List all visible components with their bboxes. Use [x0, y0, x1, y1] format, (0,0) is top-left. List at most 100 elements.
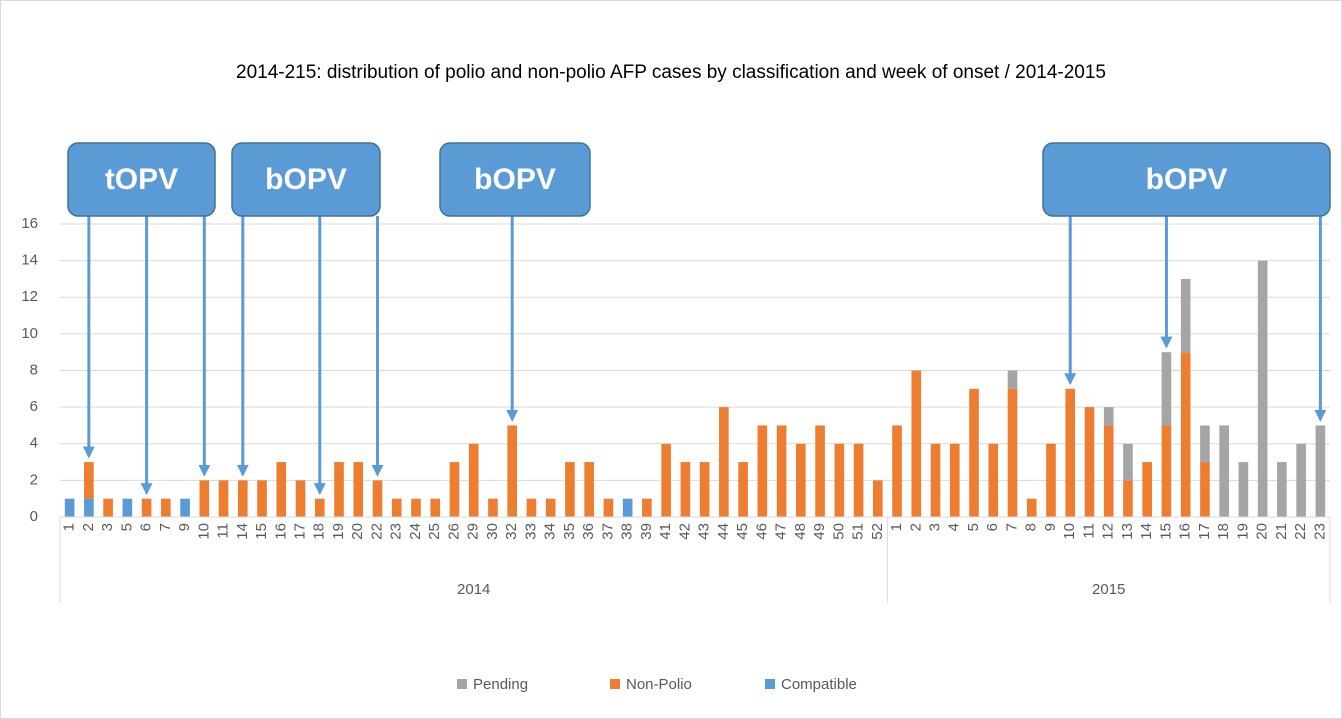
- y-tick-label: 2: [30, 471, 38, 488]
- x-tick-label: 6: [984, 523, 1001, 531]
- x-tick-label: 7: [1003, 523, 1020, 531]
- x-tick-label: 18: [311, 523, 328, 540]
- x-tick-label: 19: [1234, 523, 1251, 540]
- x-tick-label: 5: [118, 523, 135, 531]
- x-tick-label: 9: [176, 523, 193, 531]
- x-tick-label: 6: [138, 523, 155, 531]
- bar-segment: [180, 498, 190, 517]
- legend-label: Non-Polio: [626, 676, 692, 693]
- bar-segment: [199, 480, 210, 517]
- x-tick-label: 37: [599, 523, 616, 540]
- x-tick-label: 17: [1196, 523, 1213, 540]
- x-tick-label: 46: [753, 523, 770, 540]
- bar-segment: [949, 443, 960, 517]
- bar-segment: [853, 443, 864, 517]
- bar-segment: [1315, 425, 1326, 517]
- x-tick-label: 30: [484, 523, 501, 540]
- x-tick-label: 48: [792, 523, 809, 540]
- bar-segment: [622, 498, 633, 517]
- x-tick-label: 15: [1157, 523, 1174, 540]
- callout-text: bOPV: [265, 163, 347, 196]
- chart-title: 2014-215: distribution of polio and non-…: [236, 62, 1106, 83]
- bar-segment: [276, 462, 287, 517]
- x-tick-label: 49: [811, 523, 828, 540]
- bar-segment: [237, 480, 248, 517]
- x-tick-label: 2: [80, 523, 97, 531]
- bar-segment: [84, 498, 94, 517]
- bar-segment: [911, 370, 922, 517]
- bar-segment: [969, 388, 979, 517]
- x-tick-label: 52: [869, 523, 886, 540]
- callout-text: tOPV: [105, 163, 178, 196]
- bar-segment: [314, 498, 325, 517]
- bar-segment: [642, 498, 652, 517]
- x-tick-label: 13: [1119, 523, 1136, 540]
- x-tick-label: 26: [445, 523, 462, 540]
- bar-segment: [334, 462, 344, 517]
- group-label: 2015: [1092, 581, 1125, 598]
- x-tick-label: 14: [1138, 523, 1155, 540]
- bar-segment: [64, 498, 75, 517]
- x-tick-label: 1: [888, 523, 905, 531]
- legend-swatch: [610, 679, 620, 689]
- bar-segment: [1103, 425, 1114, 517]
- bar-segment: [353, 462, 364, 517]
- x-tick-label: 8: [1023, 523, 1040, 531]
- y-tick-label: 6: [30, 398, 38, 415]
- x-tick-label: 39: [638, 523, 655, 540]
- bar-segment: [391, 498, 402, 517]
- bar-segment: [1007, 388, 1018, 517]
- bar-segment: [796, 443, 806, 517]
- bar-segment: [661, 443, 671, 517]
- bar-segment: [411, 498, 421, 517]
- legend-swatch: [457, 679, 467, 689]
- x-tick-label: 17: [291, 523, 308, 540]
- bar-segment: [218, 480, 229, 517]
- callout-box: [67, 142, 216, 217]
- x-tick-label: 14: [234, 523, 251, 540]
- y-tick-label: 12: [21, 288, 38, 305]
- bar-segment: [545, 498, 556, 517]
- x-tick-label: 44: [715, 523, 732, 540]
- bar-segment: [84, 462, 94, 499]
- x-tick-label: 11: [1080, 523, 1097, 539]
- x-tick-label: 43: [696, 523, 713, 540]
- x-tick-label: 41: [657, 523, 674, 540]
- bar-segment: [584, 462, 594, 517]
- x-tick-label: 16: [1177, 523, 1194, 540]
- bar-segment: [1238, 462, 1249, 517]
- x-tick-label: 18: [1215, 523, 1232, 540]
- x-tick-label: 42: [676, 523, 693, 540]
- y-tick-label: 16: [21, 215, 38, 232]
- bar-segment: [1219, 425, 1229, 517]
- x-tick-label: 25: [426, 523, 443, 540]
- x-tick-label: 47: [773, 523, 790, 540]
- x-tick-label: 5: [965, 523, 982, 531]
- bar-segment: [1065, 388, 1076, 517]
- x-tick-label: 7: [157, 523, 174, 531]
- bar-segment: [1296, 443, 1306, 517]
- x-tick-label: 34: [542, 523, 559, 540]
- x-tick-label: 21: [1273, 523, 1290, 540]
- x-tick-label: 23: [388, 523, 405, 540]
- bar-segment: [603, 498, 614, 517]
- bar-segment: [1123, 480, 1133, 517]
- bar-segment: [1142, 462, 1153, 517]
- x-tick-label: 22: [368, 523, 385, 540]
- y-tick-label: 8: [30, 361, 38, 378]
- bar-segment: [1200, 462, 1210, 517]
- bar-segment: [1103, 407, 1114, 426]
- x-tick-label: 24: [407, 523, 424, 540]
- callout-box: [231, 142, 381, 217]
- bar-segment: [507, 425, 518, 517]
- x-tick-label: 29: [465, 523, 482, 540]
- x-tick-label: 36: [580, 523, 597, 540]
- x-tick-label: 23: [1311, 523, 1328, 540]
- bar-segment: [1123, 443, 1133, 481]
- x-tick-label: 20: [349, 523, 366, 540]
- bar-segment: [122, 498, 133, 517]
- x-tick-label: 50: [830, 523, 847, 540]
- bar-segment: [1026, 498, 1037, 517]
- group-label: 2014: [457, 581, 490, 598]
